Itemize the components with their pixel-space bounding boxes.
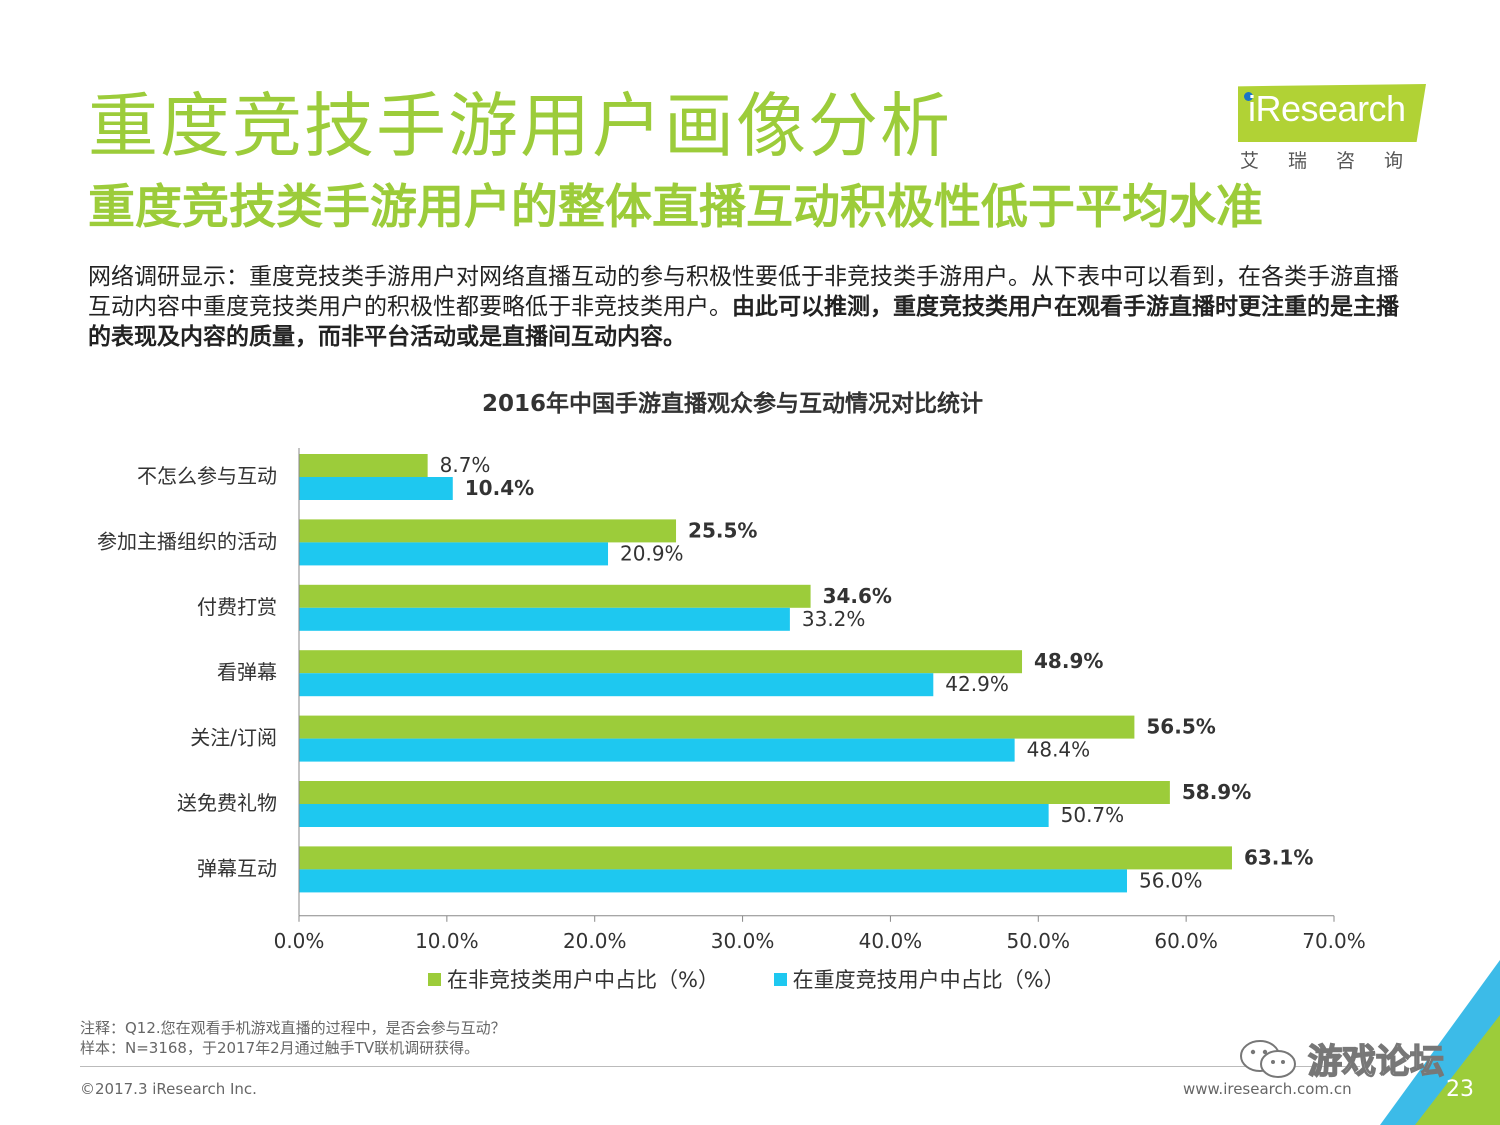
footer-divider xyxy=(80,1066,1360,1067)
bar-competitive xyxy=(299,673,934,697)
bar-competitive xyxy=(299,607,790,631)
bar-non-competitive xyxy=(299,781,1170,804)
logo-brand-cn: 艾瑞咨询 xyxy=(1240,150,1433,172)
bar-competitive xyxy=(299,804,1049,827)
data-label: 50.7% xyxy=(1061,803,1125,827)
x-tick-label: 10.0% xyxy=(415,929,479,953)
website-link[interactable]: www.iresearch.com.cn xyxy=(1183,1080,1352,1098)
data-label: 48.9% xyxy=(1034,649,1103,673)
data-label: 10.4% xyxy=(465,476,534,500)
chart-legend: 在非竞技类用户中占比（%） 在重度竞技用户中占比（%） xyxy=(428,964,1113,994)
watermark-text: 游戏论坛 xyxy=(1307,1041,1445,1083)
iresearch-logo: iResearch 艾瑞咨询 xyxy=(1238,84,1428,174)
legend-label-competitive: 在重度竞技用户中占比（%） xyxy=(792,968,1065,992)
page-subtitle: 重度竞技类手游用户的整体直播互动积极性低于平均水准 xyxy=(88,180,1263,235)
copyright: ©2017.3 iResearch Inc. xyxy=(80,1080,257,1098)
category-label: 看弹幕 xyxy=(217,660,277,684)
footnote-sample: 样本：N=3168，于2017年2月通过触手TV联机调研获得。 xyxy=(80,1039,480,1057)
bar-competitive xyxy=(299,542,609,566)
bar-chart: 不怎么参与互动 8.7%10.4% 参加主播组织的活动 25.5%20.9% 付费打赏 3… xyxy=(97,448,1366,953)
x-tick-label: 0.0% xyxy=(274,929,325,953)
data-label: 58.9% xyxy=(1182,780,1251,804)
x-tick-label: 20.0% xyxy=(563,929,627,953)
legend-label-non-competitive: 在非竞技类用户中占比（%） xyxy=(447,968,719,992)
chart-title: 2016年中国手游直播观众参与互动情况对比统计 xyxy=(481,391,983,417)
corner-decoration xyxy=(1380,960,1500,1125)
intro-paragraph: 网络调研显示：重度竞技类手游用户对网络直播互动的参与积极性要低于非竞技类手游用户… xyxy=(88,262,1418,352)
wechat-icon xyxy=(1240,1039,1296,1078)
bar-competitive xyxy=(299,477,453,500)
category-label: 不怎么参与互动 xyxy=(137,464,277,488)
category-label: 弹幕互动 xyxy=(197,856,277,880)
footnote-question: 注释：Q12.您在观看手机游戏直播的过程中，是否会参与互动？ xyxy=(80,1019,506,1037)
footnotes: 注释：Q12.您在观看手机游戏直播的过程中，是否会参与互动？ 样本：N=3168… xyxy=(80,1018,506,1058)
intro-bold-text: 由此可以推测，重度竞技类用户在观看手游直播时更注重的是主播的表现及内容的质量，而… xyxy=(88,294,1399,350)
data-label: 56.5% xyxy=(1146,715,1215,739)
bar-competitive xyxy=(299,869,1127,893)
bar-competitive xyxy=(299,738,1015,762)
logo-brand-rest: Research xyxy=(1255,88,1407,129)
x-tick-label: 40.0% xyxy=(859,929,923,953)
wechat-watermark: 游戏论坛 xyxy=(1238,1034,1445,1083)
legend-item-competitive: 在重度竞技用户中占比（%） xyxy=(773,964,1065,994)
legend-item-non-competitive: 在非竞技类用户中占比（%） xyxy=(428,964,719,994)
x-tick-label: 30.0% xyxy=(711,929,775,953)
data-label: 33.2% xyxy=(802,607,866,631)
bar-non-competitive xyxy=(299,519,677,543)
data-label: 34.6% xyxy=(823,584,892,608)
data-label: 42.9% xyxy=(945,672,1009,696)
bar-non-competitive xyxy=(299,650,1023,674)
x-tick-label: 60.0% xyxy=(1154,929,1218,953)
logo-dot-icon xyxy=(1244,92,1253,101)
x-tick-label: 70.0% xyxy=(1302,929,1366,953)
page-number: 23 xyxy=(1446,1077,1474,1102)
category-label: 参加主播组织的活动 xyxy=(97,529,277,553)
legend-swatch-green xyxy=(428,972,441,986)
data-label: 48.4% xyxy=(1027,738,1091,762)
logo-brand-text: iResearch xyxy=(1248,88,1407,129)
logo-badge xyxy=(1238,84,1426,142)
bar-non-competitive xyxy=(299,584,811,608)
data-label: 63.1% xyxy=(1244,845,1313,869)
data-label: 20.9% xyxy=(620,541,684,565)
bar-non-competitive xyxy=(299,846,1232,870)
category-label: 送免费礼物 xyxy=(177,791,277,815)
bar-non-competitive xyxy=(299,454,428,477)
page-title: 重度竞技手游用户画像分析 xyxy=(88,85,952,167)
data-label: 8.7% xyxy=(440,453,491,477)
data-label: 56.0% xyxy=(1139,868,1203,892)
intro-normal-text: 网络调研显示：重度竞技类手游用户对网络直播互动的参与积极性要低于非竞技类手游用户… xyxy=(88,264,1399,320)
bar-non-competitive xyxy=(299,715,1135,739)
data-label: 25.5% xyxy=(688,518,757,542)
category-label: 关注/订阅 xyxy=(190,726,277,750)
category-label: 付费打赏 xyxy=(197,595,277,619)
x-tick-label: 50.0% xyxy=(1007,929,1071,953)
legend-swatch-blue xyxy=(773,972,787,986)
